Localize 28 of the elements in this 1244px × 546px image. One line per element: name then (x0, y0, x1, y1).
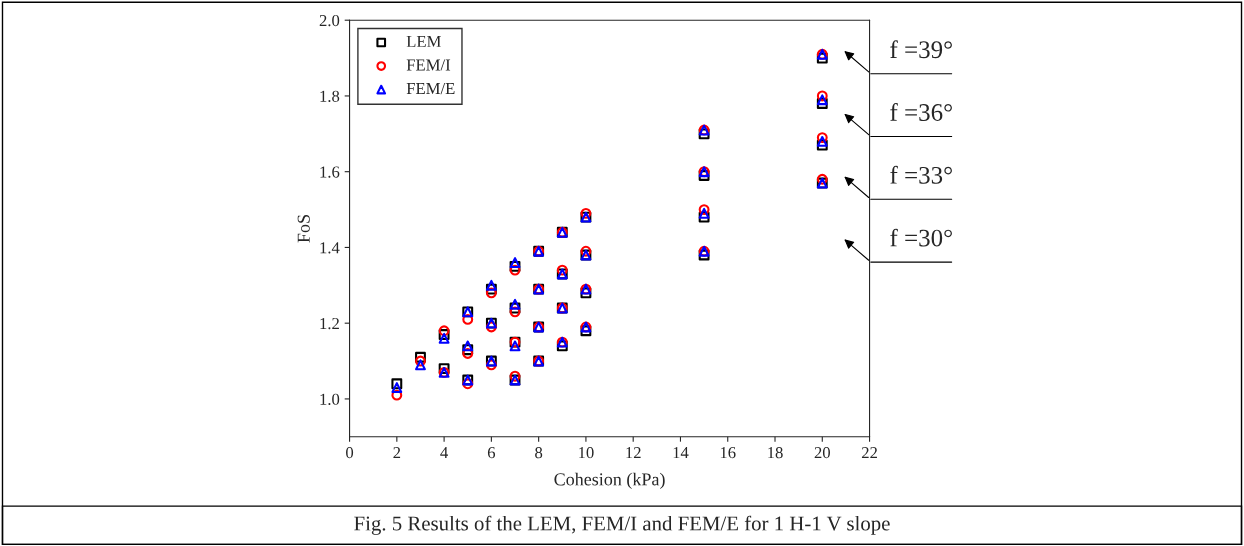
legend-label: FEM/I (406, 59, 451, 71)
x-tick-label: 8 (535, 447, 543, 459)
x-tick-label: 22 (861, 447, 877, 459)
x-tick-label: 14 (673, 447, 689, 459)
text: f =30° (890, 228, 952, 247)
caption: Fig. 5 Results of the LEM, FEM/I and FEM/E for 1 H-1 V slope (354, 515, 890, 535)
x-tick-label: 20 (814, 447, 830, 459)
x-tick-label: 6 (487, 447, 496, 459)
y-tick-label: 1.8 (320, 90, 340, 102)
x-axis-title: Cohesion (kPa) (554, 472, 665, 490)
text: f =36° (890, 103, 952, 121)
x-tick-label: 12 (626, 447, 641, 459)
text: f =33° (890, 165, 952, 184)
y-tick-label: 2.0 (319, 14, 340, 27)
x-tick-label: 0 (346, 447, 354, 459)
y-tick-label: 1.2 (320, 317, 339, 330)
text: f =39° (890, 40, 952, 59)
x-tick-label: 10 (579, 447, 594, 459)
y-tick-label: 1.0 (320, 393, 340, 405)
y-tick-label: 1.4 (320, 242, 340, 254)
y-axis-title: FoS (297, 215, 310, 243)
x-tick-label: 16 (720, 447, 736, 459)
x-tick-label: 4 (440, 447, 449, 459)
legend-label: LEM (406, 35, 441, 47)
legend-label: FEM/E (406, 82, 455, 95)
x-tick-label: 18 (768, 447, 783, 459)
x-tick-label: 2 (393, 447, 401, 459)
y-tick-label: 1.6 (320, 166, 340, 178)
